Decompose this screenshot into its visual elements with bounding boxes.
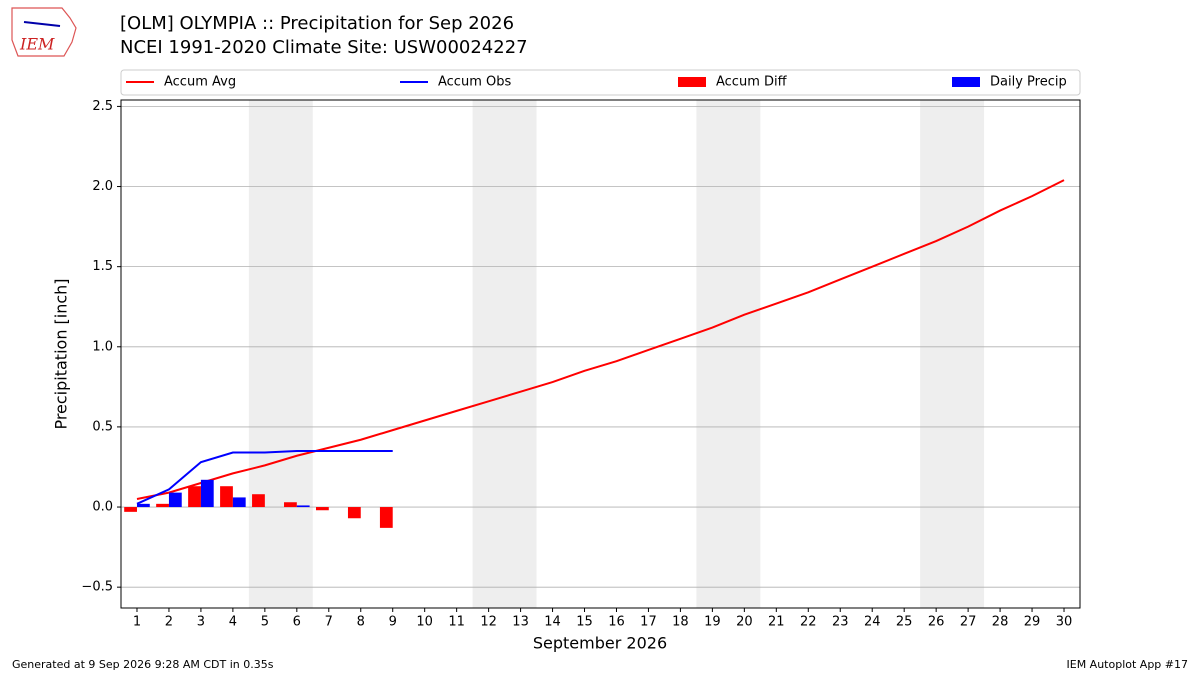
y-tick-label: −0.5 — [81, 580, 113, 595]
x-tick-label: 30 — [1056, 615, 1073, 630]
weekend-shade — [696, 100, 761, 608]
x-tick-label: 5 — [261, 615, 269, 630]
legend-label: Accum Obs — [438, 75, 511, 90]
x-tick-label: 6 — [293, 615, 301, 630]
x-tick-label: 26 — [928, 615, 945, 630]
bar — [347, 507, 361, 519]
bar — [284, 502, 297, 508]
x-tick-label: 22 — [800, 615, 817, 630]
x-tick-label: 15 — [576, 615, 593, 630]
x-tick-label: 19 — [704, 615, 721, 630]
footer-right: IEM Autoplot App #17 — [1067, 658, 1189, 671]
x-tick-label: 3 — [197, 615, 205, 630]
bar — [315, 507, 329, 511]
bar — [188, 486, 201, 508]
bar — [168, 492, 182, 508]
chart-subtitle: NCEI 1991-2020 Climate Site: USW00024227 — [120, 37, 528, 58]
y-tick-label: 0.0 — [92, 500, 113, 515]
bar — [156, 503, 169, 508]
y-axis-label: Precipitation [inch] — [52, 278, 71, 429]
chart-title: [OLM] OLYMPIA :: Precipitation for Sep 2… — [120, 13, 514, 34]
logo-outline — [11, 7, 77, 57]
weekend-shade — [472, 100, 537, 608]
x-tick-label: 17 — [640, 615, 657, 630]
x-axis-label: September 2026 — [533, 634, 667, 653]
legend-swatch — [678, 77, 706, 87]
bar — [252, 494, 265, 508]
x-tick-label: 2 — [165, 615, 173, 630]
x-tick-label: 13 — [512, 615, 529, 630]
x-tick-label: 8 — [357, 615, 365, 630]
x-tick-label: 25 — [896, 615, 913, 630]
bar — [124, 507, 137, 512]
line — [136, 449, 393, 505]
x-tick-label: 23 — [832, 615, 849, 630]
bar — [200, 479, 214, 508]
x-tick-label: 27 — [960, 615, 977, 630]
y-tick-label: 2.5 — [92, 99, 113, 114]
x-tick-label: 16 — [608, 615, 625, 630]
x-tick-label: 14 — [544, 615, 561, 630]
legend-swatch — [952, 77, 980, 87]
bar — [220, 486, 233, 508]
weekend-shade — [920, 100, 985, 608]
legend-label: Accum Diff — [716, 75, 788, 90]
bar — [379, 507, 393, 528]
line — [136, 179, 1065, 501]
legend-label: Accum Avg — [164, 75, 236, 90]
x-tick-label: 1 — [133, 615, 141, 630]
y-tick-label: 2.0 — [92, 179, 113, 194]
x-tick-label: 4 — [229, 615, 237, 630]
y-tick-label: 1.5 — [92, 259, 113, 274]
bar — [136, 503, 150, 508]
x-tick-label: 20 — [736, 615, 753, 630]
logo-stroke — [23, 21, 61, 27]
x-tick-label: 28 — [992, 615, 1009, 630]
x-tick-label: 18 — [672, 615, 689, 630]
x-tick-label: 12 — [480, 615, 497, 630]
x-tick-label: 29 — [1024, 615, 1041, 630]
x-tick-label: 7 — [325, 615, 333, 630]
x-tick-label: 10 — [416, 615, 433, 630]
bar — [296, 505, 310, 508]
y-tick-label: 1.0 — [92, 339, 113, 354]
plot-frame — [120, 99, 1081, 609]
bar — [232, 497, 246, 508]
legend-label: Daily Precip — [990, 75, 1067, 90]
legend-box — [120, 69, 1081, 96]
x-tick-label: 24 — [864, 615, 881, 630]
x-tick-label: 11 — [448, 615, 465, 630]
logo-text: IEM — [19, 35, 55, 54]
x-tick-label: 21 — [768, 615, 785, 630]
weekend-shade — [248, 100, 313, 608]
footer-left: Generated at 9 Sep 2026 9:28 AM CDT in 0… — [12, 658, 274, 671]
y-tick-label: 0.5 — [92, 419, 113, 434]
x-tick-label: 9 — [389, 615, 397, 630]
logo: IEM — [11, 7, 77, 57]
